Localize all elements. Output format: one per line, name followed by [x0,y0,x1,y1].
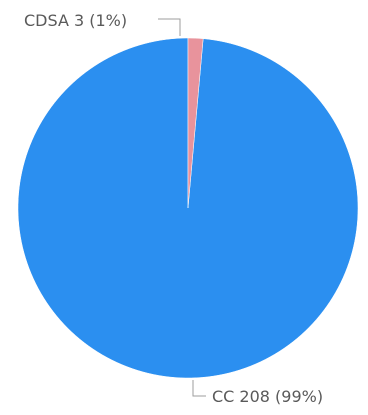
pie-slices [17,37,359,379]
pie-slice-cdsa[interactable] [187,37,204,209]
slice-label-cdsa: CDSA 3 (1%) [24,11,127,30]
pie-labels: CDSA 3 (1%) CC 208 (99%) [24,11,323,406]
pie-leader-lines [158,18,206,397]
leader-line-cc [192,380,206,397]
leader-line-cdsa [158,18,181,36]
slice-label-cc: CC 208 (99%) [212,387,323,406]
